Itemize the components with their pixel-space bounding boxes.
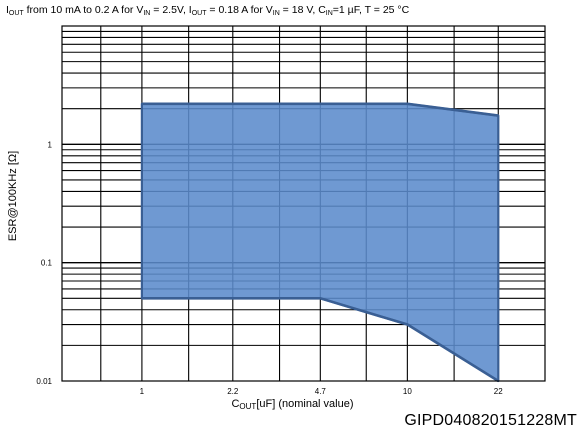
lower-boundary-line — [141, 296, 499, 383]
chart-title: IOUT from 10 mA to 0.2 A for VIN = 2.5V,… — [6, 4, 410, 17]
y-tick-label: 0.01 — [36, 377, 52, 386]
y-axis-label: ESR@100KHz [Ω] — [7, 150, 19, 242]
x-tick-label: 22 — [494, 387, 503, 396]
x-tick-label: 2.2 — [227, 387, 239, 396]
upper-boundary-line — [141, 102, 499, 117]
x-tick-label: 10 — [403, 387, 412, 396]
y-tick-label: 1 — [48, 140, 53, 149]
x-axis-label: COUT [uF] (nominal value) — [231, 398, 354, 411]
stability-region — [140, 102, 500, 383]
x-tick-label: 1 — [140, 387, 145, 396]
figure-code: GIPD040820151228MT — [404, 412, 577, 429]
tick-labels: 1 2.2 4.7 10 22 0.01 0.1 1 — [36, 140, 503, 396]
plot-frame — [61, 25, 546, 382]
x-tick-label: 4.7 — [315, 387, 327, 396]
y-tick-label: 0.1 — [41, 259, 53, 268]
